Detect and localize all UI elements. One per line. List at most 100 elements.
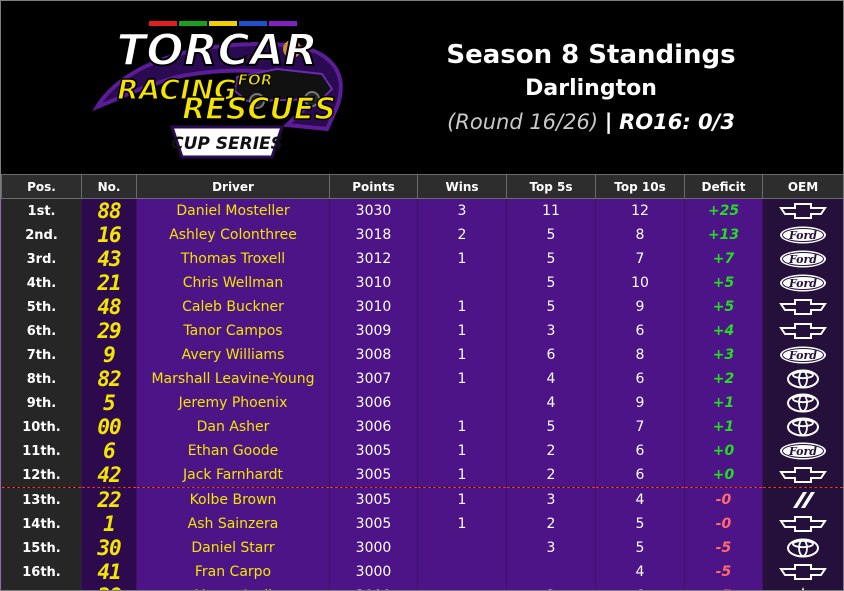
car-number-cell: 5 — [81, 391, 137, 415]
driver-name-cell: Daniel Mosteller — [136, 198, 330, 223]
car-number-cell: 6 — [81, 439, 137, 463]
wins-cell: 2 — [417, 223, 507, 247]
toyota-emblem-icon — [787, 393, 819, 413]
position-cell: 1st. — [1, 198, 82, 223]
wins-cell: 1 — [417, 367, 507, 391]
top10s-cell: 10 — [595, 271, 685, 295]
position-cell: 12th. — [1, 463, 82, 488]
driver-name-cell: Jack Farnhardt — [136, 463, 330, 488]
driver-name-cell: Ashley Colonthree — [136, 223, 330, 247]
wins-cell: 3 — [417, 198, 507, 223]
oem-cell — [762, 584, 843, 590]
col-driver-header: Driver — [136, 174, 330, 199]
ford-oval-icon: Ford — [780, 226, 826, 244]
toyota-emblem-icon — [787, 417, 819, 437]
wins-cell: 1 — [417, 247, 507, 271]
table-row: 6th. 29 Tanor Campos 3009 1 3 6 +4 — [1, 319, 843, 343]
top5s-cell: 2 — [506, 439, 596, 463]
chevrolet-bowtie-icon — [779, 564, 827, 580]
top10s-cell: 6 — [595, 463, 685, 488]
col-points-header: Points — [329, 174, 418, 199]
round-label: (Round 16/26) — [447, 110, 599, 134]
car-number-cell: 41 — [81, 560, 137, 584]
car-number-cell: 9 — [81, 343, 137, 367]
deficit-cell: +3 — [684, 343, 763, 367]
top5s-cell — [506, 560, 596, 584]
deficit-cell: +2 — [684, 367, 763, 391]
points-cell: 3030 — [329, 198, 418, 223]
driver-name-cell: Marshall Leavine-Young — [136, 367, 330, 391]
ford-oval-icon: Ford — [780, 250, 826, 268]
oem-cell — [762, 512, 843, 536]
deficit-cell: +1 — [684, 415, 763, 439]
deficit-cell: +13 — [684, 223, 763, 247]
top5s-cell: 3 — [506, 487, 596, 512]
top10s-cell: 7 — [595, 247, 685, 271]
car-number-cell: 21 — [81, 271, 137, 295]
deficit-cell: +7 — [684, 247, 763, 271]
wins-cell: 1 — [417, 512, 507, 536]
driver-name-cell: Marco Andi — [136, 584, 330, 590]
chevrolet-bowtie-icon — [779, 299, 827, 315]
ford-oval-icon: Ford — [780, 346, 826, 364]
driver-name-cell: Jeremy Phoenix — [136, 391, 330, 415]
points-cell: 3018 — [329, 223, 418, 247]
top5s-cell: 2 — [506, 463, 596, 488]
wins-cell: 1 — [417, 487, 507, 512]
wins-cell: 1 — [417, 439, 507, 463]
driver-name-cell: Chris Wellman — [136, 271, 330, 295]
chevrolet-bowtie-icon — [779, 323, 827, 339]
top10s-cell: 12 — [595, 198, 685, 223]
svg-text:RESCUES: RESCUES — [182, 92, 336, 127]
position-cell: 16th. — [1, 560, 82, 584]
points-cell: 3008 — [329, 343, 418, 367]
oem-cell — [762, 463, 843, 488]
deficit-cell: +5 — [684, 271, 763, 295]
driver-name-cell: Dan Asher — [136, 415, 330, 439]
oem-cell — [762, 295, 843, 319]
oem-cell — [762, 391, 843, 415]
table-row: 12th. 42 Jack Farnhardt 3005 1 2 6 +0 — [1, 463, 843, 488]
round-info: (Round 16/26) | RO16: 0/3 — [401, 105, 781, 139]
oem-cell — [762, 198, 843, 223]
deficit-cell: +4 — [684, 319, 763, 343]
chevrolet-bowtie-icon — [779, 516, 827, 532]
col-oem-header: OEM — [762, 174, 843, 199]
points-cell: 3009 — [329, 319, 418, 343]
position-cell: 6th. — [1, 319, 82, 343]
col-top10s-header: Top 10s — [595, 174, 685, 199]
top5s-cell: 2 — [506, 512, 596, 536]
points-cell: 3005 — [329, 512, 418, 536]
top10s-cell: 5 — [595, 536, 685, 560]
top10s-cell: 7 — [595, 415, 685, 439]
position-cell: 4th. — [1, 271, 82, 295]
ro-label: RO16: 0/3 — [619, 110, 735, 134]
deficit-cell: +5 — [684, 295, 763, 319]
table-row: 4th. 21 Chris Wellman 3010 5 10 +5 Ford — [1, 271, 843, 295]
wins-cell: 1 — [417, 295, 507, 319]
car-number-cell: 30 — [81, 536, 137, 560]
position-cell: 9th. — [1, 391, 82, 415]
wins-cell: 1 — [417, 415, 507, 439]
position-cell: 13th. — [1, 487, 82, 512]
chevrolet-bowtie-icon — [779, 203, 827, 219]
top10s-cell: 6 — [595, 584, 685, 590]
track-name: Darlington — [525, 76, 657, 101]
position-cell: 10th. — [1, 415, 82, 439]
top10s-cell: 4 — [595, 487, 685, 512]
points-cell: 3005 — [329, 463, 418, 488]
oem-cell — [762, 536, 843, 560]
points-cell: 3012 — [329, 247, 418, 271]
table-row: 16th. 41 Fran Carpo 3000 4 -5 — [1, 560, 843, 584]
top10s-cell: 5 — [595, 512, 685, 536]
driver-name-cell: Tanor Campos — [136, 319, 330, 343]
wins-cell — [417, 536, 507, 560]
top5s-cell: 5 — [506, 223, 596, 247]
svg-text:TORCAR: TORCAR — [116, 25, 318, 76]
top10s-cell: 9 — [595, 391, 685, 415]
svg-text:Ford: Ford — [788, 253, 817, 266]
car-number-cell: 28 — [81, 584, 137, 590]
points-cell: 3005 — [329, 487, 418, 512]
col-deficit-header: Deficit — [684, 174, 763, 199]
points-cell: 3006 — [329, 391, 418, 415]
